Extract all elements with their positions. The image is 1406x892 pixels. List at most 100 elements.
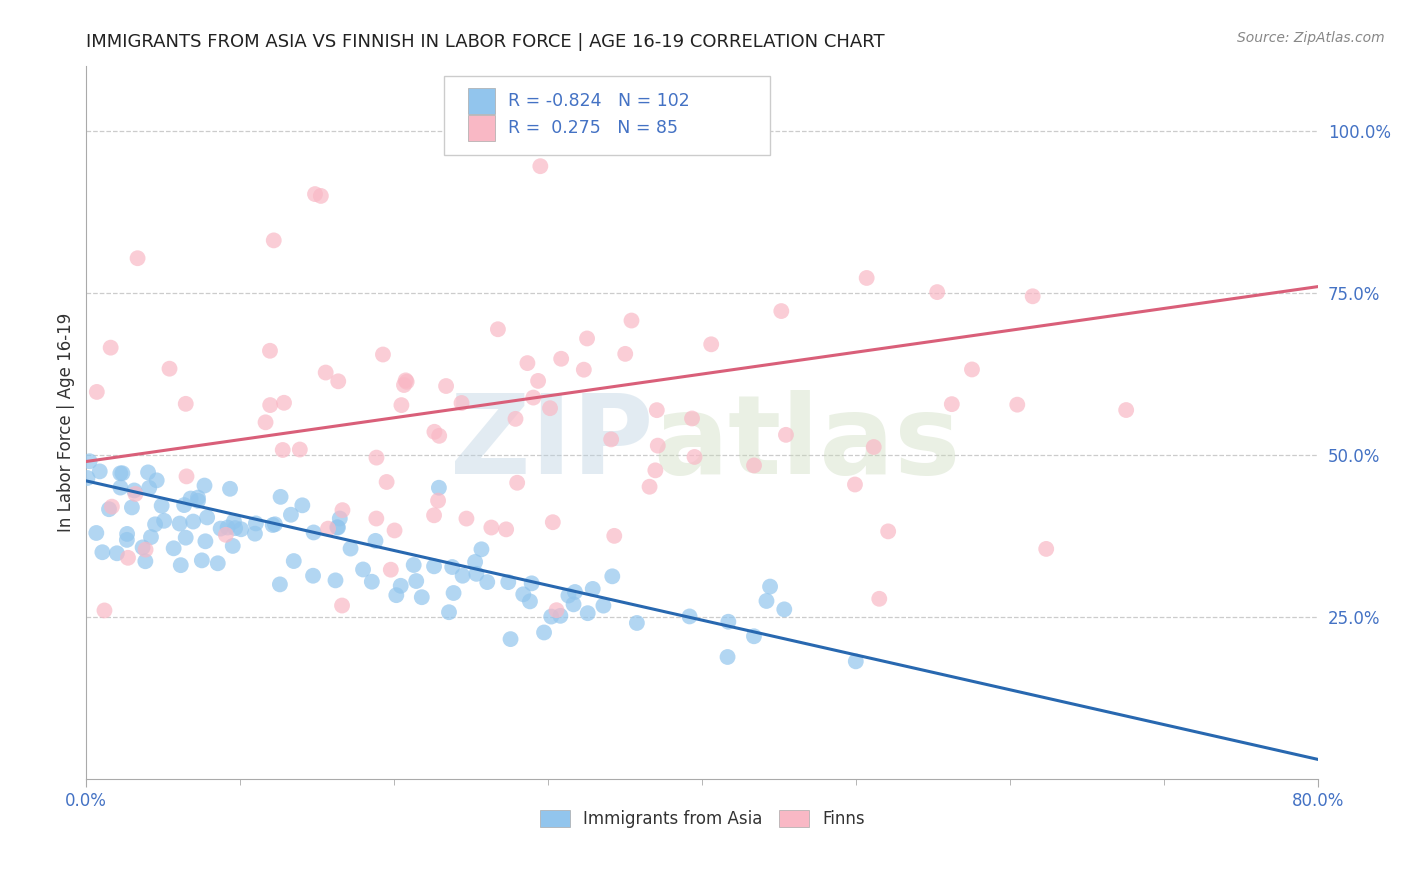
- Point: [572, 362, 595, 376]
- Point: [868, 591, 890, 606]
- Point: [770, 304, 793, 318]
- Point: [304, 187, 326, 202]
- Point: [479, 520, 502, 534]
- Point: [76, 471, 98, 485]
- Text: R = -0.824   N = 102: R = -0.824 N = 102: [508, 92, 689, 111]
- Point: [136, 466, 159, 480]
- Point: [153, 514, 176, 528]
- Point: [557, 589, 579, 603]
- Point: [1007, 398, 1029, 412]
- Point: [423, 425, 446, 439]
- Point: [86, 526, 108, 541]
- Text: Source: ZipAtlas.com: Source: ZipAtlas.com: [1237, 31, 1385, 45]
- Point: [209, 522, 232, 536]
- Point: [478, 78, 501, 93]
- Point: [644, 463, 666, 477]
- Point: [100, 341, 122, 355]
- Point: [364, 533, 387, 548]
- Point: [270, 490, 292, 504]
- Point: [243, 526, 266, 541]
- Point: [219, 482, 242, 496]
- Point: [174, 531, 197, 545]
- Point: [600, 569, 623, 583]
- Point: [309, 189, 332, 203]
- Point: [411, 591, 433, 605]
- Point: [550, 351, 572, 366]
- Point: [195, 510, 218, 524]
- Point: [127, 251, 149, 265]
- Point: [380, 563, 402, 577]
- Point: [191, 553, 214, 567]
- Text: ZIP: ZIP: [450, 391, 652, 498]
- Point: [302, 568, 325, 582]
- Point: [470, 542, 492, 557]
- Point: [389, 579, 412, 593]
- Point: [193, 478, 215, 492]
- Text: atlas: atlas: [652, 391, 960, 498]
- Point: [174, 397, 197, 411]
- Point: [105, 546, 128, 560]
- Point: [224, 521, 246, 535]
- Point: [263, 233, 285, 247]
- Point: [280, 508, 302, 522]
- Point: [194, 534, 217, 549]
- Point: [576, 331, 599, 345]
- Point: [394, 373, 416, 387]
- Point: [262, 518, 284, 533]
- Point: [86, 384, 108, 399]
- Point: [402, 558, 425, 572]
- Point: [222, 539, 245, 553]
- Point: [427, 481, 450, 495]
- Point: [562, 598, 585, 612]
- Point: [259, 343, 281, 358]
- Point: [512, 587, 534, 601]
- Point: [1035, 541, 1057, 556]
- Point: [486, 322, 509, 336]
- Point: [330, 599, 353, 613]
- Point: [505, 412, 527, 426]
- Point: [326, 520, 349, 534]
- Point: [520, 576, 543, 591]
- Point: [110, 467, 132, 481]
- Point: [434, 379, 457, 393]
- Point: [332, 503, 354, 517]
- Point: [139, 530, 162, 544]
- Point: [700, 337, 723, 351]
- Point: [441, 560, 464, 574]
- Point: [111, 467, 134, 481]
- Point: [564, 585, 586, 599]
- Point: [423, 508, 446, 523]
- Point: [371, 347, 394, 361]
- Point: [328, 374, 350, 388]
- Point: [315, 366, 337, 380]
- FancyBboxPatch shape: [468, 115, 495, 141]
- Point: [546, 603, 568, 617]
- Point: [385, 588, 408, 602]
- Point: [540, 609, 562, 624]
- Point: [101, 500, 124, 514]
- Point: [464, 555, 486, 569]
- Point: [121, 500, 143, 515]
- Point: [529, 159, 551, 173]
- Point: [339, 541, 361, 556]
- Point: [647, 439, 669, 453]
- Point: [960, 362, 983, 376]
- FancyBboxPatch shape: [443, 76, 770, 155]
- Point: [150, 499, 173, 513]
- Point: [326, 520, 349, 534]
- Point: [541, 515, 564, 529]
- Point: [207, 556, 229, 570]
- Point: [117, 550, 139, 565]
- Point: [392, 378, 415, 392]
- Point: [862, 440, 884, 454]
- Point: [855, 271, 877, 285]
- Point: [773, 602, 796, 616]
- Point: [259, 398, 281, 412]
- Point: [845, 654, 868, 668]
- Point: [877, 524, 900, 539]
- Point: [603, 529, 626, 543]
- Point: [775, 427, 797, 442]
- Point: [273, 396, 295, 410]
- Point: [271, 442, 294, 457]
- Point: [110, 481, 132, 495]
